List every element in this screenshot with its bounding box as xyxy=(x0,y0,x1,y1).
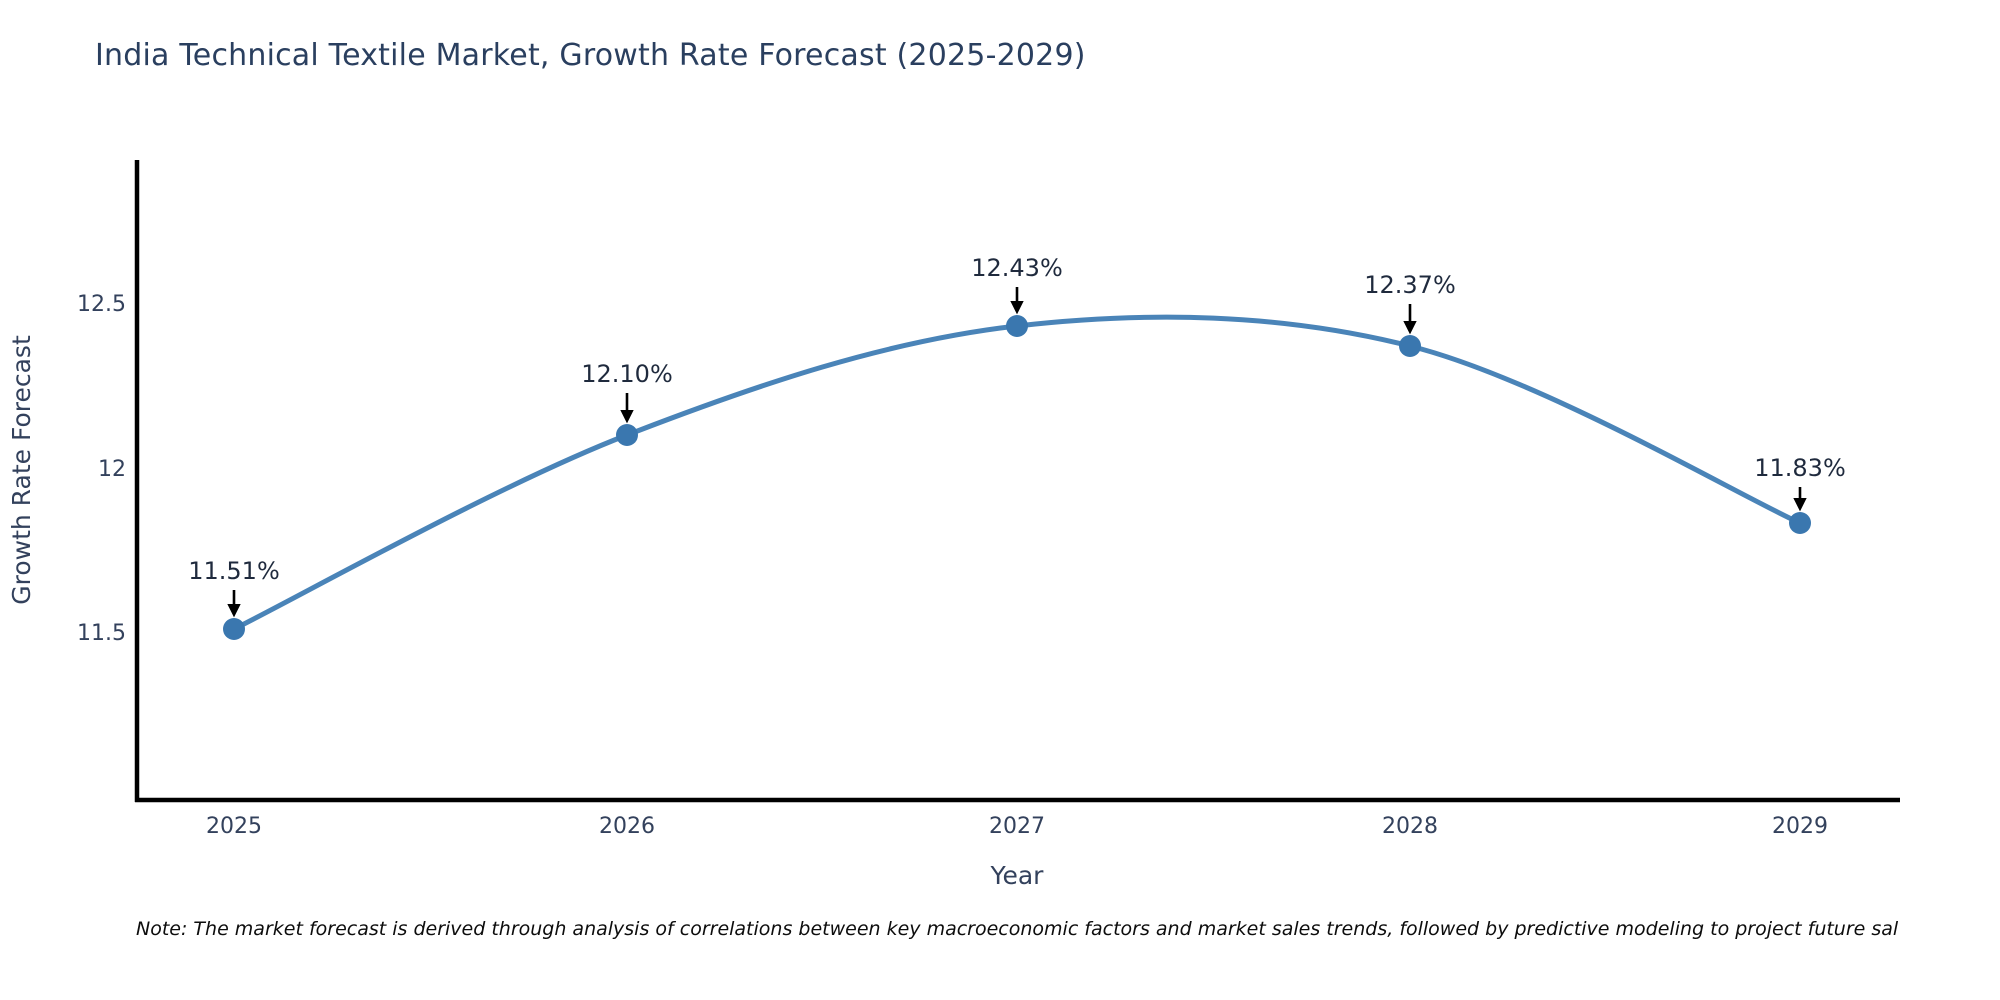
annotation-value-2025: 11.51% xyxy=(188,557,280,585)
y-tick-label: 12 xyxy=(98,457,126,482)
y-tick-label: 12.5 xyxy=(77,292,126,317)
x-tick-label: 2029 xyxy=(1772,814,1828,839)
data-point-2027 xyxy=(1006,315,1028,337)
x-tick-label: 2028 xyxy=(1382,814,1438,839)
x-tick-label: 2026 xyxy=(599,814,655,839)
data-point-2028 xyxy=(1399,335,1421,357)
annotation-value-2026: 12.10% xyxy=(581,360,673,388)
y-axis-title: Growth Rate Forecast xyxy=(7,335,36,605)
forecast-line xyxy=(231,314,1803,632)
annotation-value-2028: 12.37% xyxy=(1364,271,1456,299)
footnote: Note: The market forecast is derived thr… xyxy=(136,918,1899,940)
x-tick-label: 2027 xyxy=(989,814,1045,839)
annotation-value-2029: 11.83% xyxy=(1754,454,1846,482)
data-point-2029 xyxy=(1789,512,1811,534)
data-point-2025 xyxy=(223,618,245,640)
annotation-value-2027: 12.43% xyxy=(971,254,1063,282)
data-point-2026 xyxy=(616,424,638,446)
chart-title: India Technical Textile Market, Growth R… xyxy=(95,38,1086,73)
x-tick-label: 2025 xyxy=(206,814,262,839)
x-axis-title: Year xyxy=(990,861,1045,890)
y-tick-label: 11.5 xyxy=(77,621,126,646)
